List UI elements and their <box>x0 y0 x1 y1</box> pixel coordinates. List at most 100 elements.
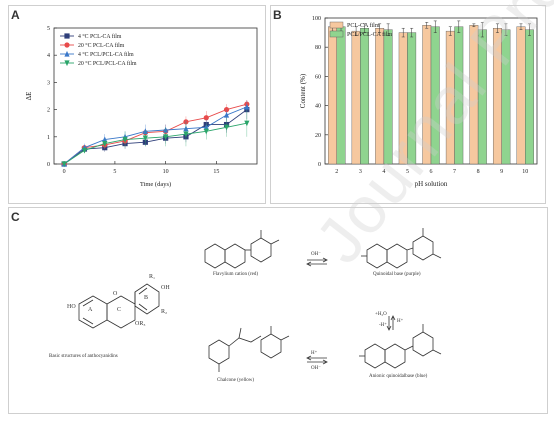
x-tick-label: 2 <box>335 169 338 175</box>
ring-c-label: C <box>117 307 122 313</box>
chalcone-caption: Chalcone (yellow) <box>217 378 255 383</box>
data-point <box>122 136 128 143</box>
legend-marker <box>64 42 70 48</box>
x-tick-label: 0 <box>63 169 66 175</box>
data-point <box>203 115 209 121</box>
bar-chart: 0 20 40 60 80 100 2 3 4 5 6 7 8 9 10 pH solution Content… <box>299 16 538 188</box>
r2-label: R₂ <box>161 309 168 315</box>
data-point <box>244 120 250 127</box>
bar <box>525 29 534 165</box>
bar <box>383 29 393 165</box>
flavylium-structure <box>204 230 280 269</box>
bar <box>422 25 432 165</box>
basic-ho-label: HO <box>67 304 76 310</box>
reagent-h-2: H⁺ <box>311 351 318 356</box>
legend-swatch <box>329 30 344 38</box>
ring-b-label: B <box>144 295 149 301</box>
quinoidal-caption: Quinoidal base (purple) <box>373 272 421 277</box>
basic-structure <box>78 283 160 329</box>
reaction-arrows <box>306 257 396 365</box>
bar <box>516 26 526 165</box>
y-tick-label: 0 <box>47 162 50 168</box>
plot-frame <box>53 27 258 165</box>
bar <box>501 29 511 165</box>
data-point <box>163 134 169 140</box>
data-point <box>102 136 108 143</box>
data-point <box>244 103 250 110</box>
series-line <box>63 103 247 165</box>
x-tick-label: 9 <box>500 169 503 175</box>
data-point <box>203 128 209 135</box>
basic-caption: Basic structures of anthocyanidins <box>49 354 118 359</box>
y-tick-label: 3 <box>47 80 50 86</box>
panel-b: B 0 20 40 60 80 100 2 3 4 5 6 7 8 9 10 pH solution Conte… <box>270 5 546 204</box>
panel-b-letter: B <box>273 8 282 22</box>
bar <box>375 28 385 165</box>
data-point <box>61 161 67 168</box>
y-tick-label: 80 <box>315 45 321 51</box>
legend-label: 4 °C PCL/PCL-CA film <box>78 51 134 58</box>
data-point <box>142 135 148 142</box>
legend-label: 4 °C PCL-CA film <box>78 33 122 40</box>
legend-marker <box>64 50 70 57</box>
legend-marker <box>64 33 70 39</box>
ring-o-label: O <box>113 291 118 297</box>
bar <box>477 29 487 165</box>
bar <box>398 32 408 165</box>
reagent-h-minus: -H⁺ <box>379 323 387 328</box>
x-axis-label: pH solution <box>415 180 448 188</box>
bar <box>454 26 464 165</box>
panel-c-letter: C <box>11 210 20 224</box>
y-tick-label: 4 <box>47 53 50 59</box>
legend-label: PCL/PCL-CA film <box>347 31 393 38</box>
legend-label: PCL-CA film <box>347 22 380 29</box>
y-axis-label: ΔE <box>25 92 33 101</box>
x-tick-label: 5 <box>113 169 116 175</box>
data-point <box>81 147 88 154</box>
y-tick-label: 1 <box>47 135 50 141</box>
legend-marker <box>64 60 70 67</box>
anionic-caption: Anionic quinoidalbase (blue) <box>369 374 428 379</box>
quinoidal-structure <box>361 228 442 269</box>
bar <box>360 28 370 165</box>
bar <box>430 26 440 165</box>
or3-label: OR₃ <box>135 321 146 327</box>
line-chart: 0 5 10 15 0 1 2 3 4 5 Time (days) ΔE 4 °C PCL-CA fil… <box>25 26 258 188</box>
oh-label: OH <box>161 285 170 291</box>
data-point <box>102 141 108 147</box>
series-line <box>63 106 248 165</box>
y-tick-label: 5 <box>47 26 50 32</box>
bar <box>469 25 479 165</box>
anthocyanin-scheme <box>78 228 442 372</box>
series-line <box>63 109 248 165</box>
ring-a-label: A <box>88 307 93 313</box>
chalcone-structure <box>208 326 290 372</box>
x-tick-label: 10 <box>163 169 169 175</box>
y-tick-label: 0 <box>318 162 321 168</box>
y-axis-label: Content (%) <box>299 73 307 108</box>
flavylium-caption: Flavylium cation (red) <box>213 272 258 277</box>
reagent-h2o: +H₂O <box>375 312 387 317</box>
x-tick-label: 5 <box>406 169 409 175</box>
anionic-structure <box>359 324 442 369</box>
legend-swatch <box>329 21 344 29</box>
data-point <box>183 131 189 138</box>
panel-a: A 0 5 10 15 0 1 2 3 4 5 Time (days) ΔE 4 °C PCL-CA f… <box>8 5 266 204</box>
y-tick-label: 20 <box>315 133 321 139</box>
x-tick-label: 7 <box>453 169 456 175</box>
reagent-oh-1: OH⁻ <box>311 252 321 257</box>
legend-label: 20 °C PCL-CA film <box>78 42 125 49</box>
x-tick-label: 8 <box>477 169 480 175</box>
reagent-oh-2: OH⁻ <box>311 366 321 371</box>
legend-label: 20 °C PCL/PCL-CA film <box>78 60 137 67</box>
y-tick-label: 2 <box>47 108 50 114</box>
reagent-h-plus: H⁺ <box>397 319 404 324</box>
x-tick-label: 3 <box>359 169 362 175</box>
data-point <box>223 124 230 131</box>
x-tick-label: 10 <box>522 169 528 175</box>
x-axis-label: Time (days) <box>140 181 171 188</box>
y-tick-label: 40 <box>315 104 321 110</box>
y-tick-label: 100 <box>312 16 321 22</box>
series-line <box>63 122 247 165</box>
x-tick-label: 6 <box>430 169 433 175</box>
